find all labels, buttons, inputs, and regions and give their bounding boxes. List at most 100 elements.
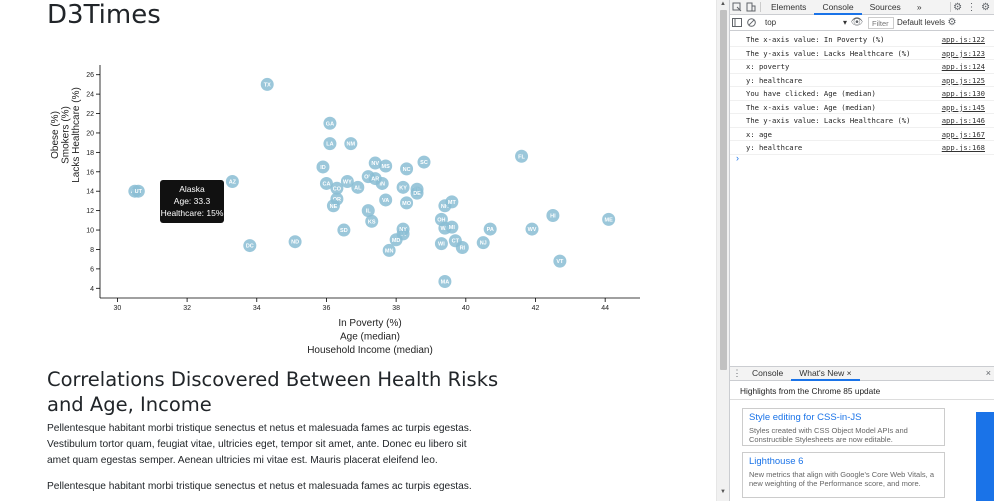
news-title[interactable]: Style editing for CSS-in-JS: [749, 412, 862, 423]
state-marker[interactable]: NY: [396, 222, 410, 236]
drawer-menu-icon[interactable]: ⋮: [732, 368, 742, 378]
tab-elements[interactable]: Elements: [771, 1, 807, 12]
log-source-link[interactable]: app.js:145: [941, 102, 985, 112]
sidebar-toggle-icon[interactable]: [730, 15, 744, 30]
state-circle[interactable]: [400, 162, 414, 176]
state-circle[interactable]: [553, 254, 567, 268]
state-circle[interactable]: [602, 212, 616, 226]
clear-console-icon[interactable]: [744, 15, 758, 30]
state-marker[interactable]: WI: [434, 237, 448, 251]
state-circle[interactable]: [389, 233, 403, 247]
close-drawer-icon[interactable]: ×: [985, 368, 991, 378]
state-circle[interactable]: [351, 180, 365, 194]
state-marker[interactable]: NV: [368, 156, 382, 170]
state-circle[interactable]: [438, 274, 452, 288]
eye-icon[interactable]: 👁: [850, 17, 864, 28]
state-marker[interactable]: CO: [330, 181, 344, 195]
state-circle[interactable]: [316, 160, 330, 174]
state-circle[interactable]: [382, 243, 396, 257]
y-axis-label[interactable]: Lacks Healthcare (%): [71, 87, 82, 183]
console-settings-icon[interactable]: ⚙: [947, 17, 957, 28]
state-marker[interactable]: IL: [361, 204, 375, 218]
log-source-link[interactable]: app.js:122: [941, 35, 985, 44]
state-marker[interactable]: AZ: [225, 175, 239, 188]
state-marker[interactable]: SD: [337, 223, 351, 237]
state-marker[interactable]: NM: [344, 137, 358, 151]
log-levels-dropdown[interactable]: Default levels: [897, 18, 946, 27]
state-marker[interactable]: MT: [445, 195, 459, 209]
log-source-link[interactable]: app.js:125: [941, 75, 985, 85]
gear-icon[interactable]: ⚙: [981, 1, 991, 13]
state-marker[interactable]: CA: [319, 176, 333, 190]
state-circle[interactable]: [225, 175, 239, 188]
state-marker[interactable]: RI: [455, 241, 469, 255]
state-marker[interactable]: DE: [410, 186, 424, 200]
state-marker[interactable]: SC: [417, 155, 431, 169]
state-marker[interactable]: NC: [400, 162, 414, 176]
more-options-icon[interactable]: ⋮: [966, 1, 977, 13]
state-marker[interactable]: WY: [340, 175, 354, 188]
state-marker[interactable]: HI: [546, 208, 560, 222]
state-circle[interactable]: [243, 239, 257, 253]
state-circle[interactable]: [323, 116, 337, 130]
state-circle[interactable]: [379, 193, 393, 207]
log-source-link[interactable]: app.js:146: [941, 116, 985, 125]
y-axis-label[interactable]: Smokers (%): [61, 106, 72, 164]
state-marker[interactable]: KS: [365, 214, 379, 228]
device-toolbar-icon[interactable]: [744, 0, 758, 15]
log-source-link[interactable]: app.js:123: [941, 48, 985, 58]
state-circle[interactable]: [288, 235, 302, 249]
state-marker[interactable]: VA: [379, 193, 393, 207]
state-marker[interactable]: ME: [602, 212, 616, 226]
state-circle[interactable]: [323, 137, 337, 151]
state-marker[interactable]: MD: [389, 233, 403, 247]
state-circle[interactable]: [361, 204, 375, 218]
state-marker[interactable]: NJ: [476, 236, 490, 250]
state-circle[interactable]: [260, 77, 274, 91]
state-marker[interactable]: TX: [260, 77, 274, 91]
scroll-down-arrow-icon[interactable]: ▼: [720, 489, 726, 495]
state-marker[interactable]: MA: [438, 274, 452, 288]
state-circle[interactable]: [455, 241, 469, 255]
console-prompt-icon[interactable]: ›: [736, 153, 739, 163]
state-marker[interactable]: UT: [131, 184, 145, 198]
state-circle[interactable]: [434, 237, 448, 251]
news-card[interactable]: Style editing for CSS-in-JS Styles creat…: [742, 408, 945, 446]
state-circle[interactable]: [368, 156, 382, 170]
log-source-link[interactable]: app.js:168: [941, 143, 985, 152]
inspect-element-icon[interactable]: [730, 0, 744, 15]
state-marker[interactable]: NE: [326, 199, 340, 213]
state-circle[interactable]: [546, 208, 560, 222]
state-circle[interactable]: [445, 195, 459, 209]
x-axis-label[interactable]: In Poverty (%): [338, 318, 401, 329]
state-circle[interactable]: [365, 214, 379, 228]
tab-console[interactable]: Console: [814, 0, 862, 15]
state-marker[interactable]: FL: [515, 149, 529, 163]
state-circle[interactable]: [483, 222, 497, 236]
state-marker[interactable]: MS: [379, 159, 393, 173]
state-circle[interactable]: [379, 159, 393, 173]
state-circle[interactable]: [396, 222, 410, 236]
x-axis-label[interactable]: Age (median): [340, 332, 400, 343]
state-circle[interactable]: [326, 199, 340, 213]
console-filter-input[interactable]: Filter: [868, 16, 894, 29]
state-marker[interactable]: ID: [316, 160, 330, 174]
state-circle[interactable]: [368, 172, 382, 186]
state-marker[interactable]: ND: [288, 235, 302, 249]
news-title[interactable]: Lighthouse 6: [749, 456, 804, 467]
state-marker[interactable]: WV: [525, 222, 539, 236]
state-circle[interactable]: [476, 236, 490, 250]
state-circle[interactable]: [131, 184, 145, 198]
state-circle[interactable]: [417, 155, 431, 169]
state-circle[interactable]: [340, 175, 354, 188]
state-circle[interactable]: [400, 196, 414, 210]
tab-sources[interactable]: Sources: [869, 1, 901, 12]
state-circle[interactable]: [396, 180, 410, 194]
state-marker[interactable]: AL: [351, 180, 365, 194]
more-tabs-icon[interactable]: »: [916, 1, 922, 12]
y-axis-label[interactable]: Obese (%): [50, 111, 61, 159]
state-marker[interactable]: LA: [323, 137, 337, 151]
page-scrollbar[interactable]: ▲ ▼: [716, 0, 729, 501]
state-marker[interactable]: MN: [382, 243, 396, 257]
state-marker[interactable]: VT: [553, 254, 567, 268]
